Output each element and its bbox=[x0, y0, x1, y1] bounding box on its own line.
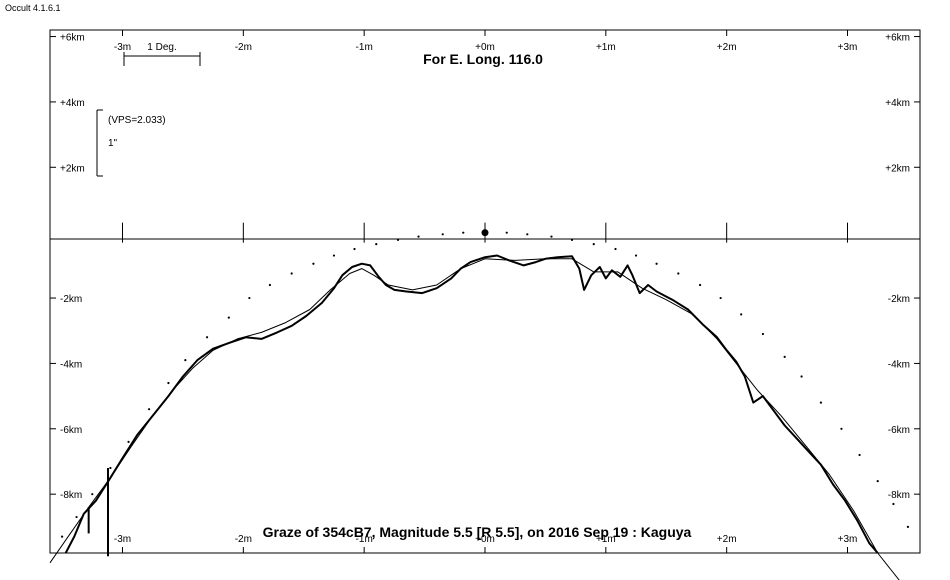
limb-dot bbox=[167, 381, 170, 385]
y-tick-label-right: +4km bbox=[885, 98, 910, 109]
y-tick-label-left: -4km bbox=[60, 359, 82, 370]
y-tick-label-right: -4km bbox=[888, 359, 910, 370]
limb-dot bbox=[698, 283, 702, 287]
limb-dot bbox=[268, 283, 272, 287]
y-tick-label-left: -2km bbox=[60, 294, 82, 305]
limb-dot bbox=[634, 254, 638, 257]
x-tick-label-top: -3m bbox=[114, 42, 131, 53]
limb-dot bbox=[761, 332, 765, 336]
smoothed-limb-profile bbox=[49, 258, 900, 580]
limb-dot bbox=[441, 233, 444, 236]
limb-dot bbox=[417, 235, 420, 238]
limb-dot bbox=[75, 515, 78, 519]
lunar-limb-profile bbox=[64, 254, 879, 554]
limb-dot bbox=[127, 440, 130, 443]
x-tick-label-bottom: +2m bbox=[717, 534, 737, 545]
limb-dot bbox=[783, 355, 786, 358]
limb-dot bbox=[290, 272, 293, 275]
limb-dot bbox=[462, 231, 465, 234]
x-tick-label-bottom: -2m bbox=[235, 534, 252, 545]
limb-dot bbox=[375, 243, 378, 246]
limb-dot bbox=[906, 525, 910, 528]
limb-dot bbox=[332, 254, 336, 257]
y-tick-label-right: -6km bbox=[888, 425, 910, 436]
x-tick-label-top: -1m bbox=[356, 42, 373, 53]
y-tick-label-right: -2km bbox=[888, 294, 910, 305]
limb-dot bbox=[655, 262, 658, 265]
chart-title: For E. Long. 116.0 bbox=[423, 51, 543, 67]
y-tick-label-left: -6km bbox=[60, 425, 82, 436]
limb-dot bbox=[677, 272, 680, 275]
limb-dot bbox=[227, 316, 230, 319]
x-tick-label-top: +3m bbox=[838, 42, 858, 53]
x-tick-label-bottom: +1m bbox=[596, 534, 616, 545]
center-point-marker bbox=[481, 229, 489, 237]
limb-dot bbox=[840, 427, 843, 430]
x-tick-label-top: +2m bbox=[717, 42, 737, 53]
x-tick-label-top: +0m bbox=[475, 42, 495, 53]
y-tick-label-right: +6km bbox=[885, 33, 910, 44]
y-tick-label-left: +6km bbox=[60, 33, 85, 44]
limb-dot bbox=[312, 262, 315, 265]
y-tick-label-right: +2km bbox=[885, 163, 910, 174]
chart-footer: Graze of 354cB7, Magnitude 5.5 [R 5.5], … bbox=[263, 524, 692, 540]
x-tick-label-top: +1m bbox=[596, 42, 616, 53]
x-tick-label-bottom: +0m bbox=[475, 534, 495, 545]
limb-dot bbox=[550, 235, 553, 238]
limb-dot bbox=[526, 233, 529, 236]
limb-dot bbox=[91, 493, 94, 496]
x-tick-label-bottom: +3m bbox=[838, 534, 858, 545]
x-tick-label-bottom: -1m bbox=[356, 534, 373, 545]
limb-dot bbox=[592, 243, 595, 246]
y-tick-label-left: -8km bbox=[60, 490, 82, 501]
vps-bracket: (VPS=2.033) 1" bbox=[96, 109, 166, 177]
x-tick-label-top: -2m bbox=[235, 42, 252, 53]
app-title: Occult 4.1.6.1 bbox=[5, 3, 61, 13]
limb-dot bbox=[184, 359, 187, 362]
limb-dot bbox=[892, 502, 895, 506]
limb-dot bbox=[614, 247, 617, 251]
limb-dot bbox=[396, 238, 400, 241]
y-tick-label-right: -8km bbox=[888, 490, 910, 501]
limb-dot bbox=[858, 453, 861, 457]
limb-dot bbox=[740, 313, 743, 316]
scale-bar-label: 1 Deg. bbox=[147, 42, 176, 53]
plot-frame bbox=[49, 29, 921, 554]
vps-label: (VPS=2.033) bbox=[108, 115, 166, 126]
limb-dot bbox=[205, 336, 209, 339]
y-tick-label-left: +2km bbox=[60, 163, 85, 174]
limb-dot bbox=[60, 535, 64, 538]
arcsec-label: 1" bbox=[108, 138, 118, 149]
y-tick-label-left: +4km bbox=[60, 98, 85, 109]
limb-dot bbox=[719, 296, 722, 300]
limb-dot bbox=[109, 466, 112, 470]
limb-dot bbox=[505, 231, 508, 234]
scale-bar: 1 Deg. bbox=[123, 42, 201, 66]
limb-dot bbox=[819, 401, 823, 404]
x-tick-label-bottom: -3m bbox=[114, 534, 131, 545]
limb-dot bbox=[248, 296, 251, 300]
limb-dot bbox=[147, 408, 151, 411]
limb-dot bbox=[353, 247, 356, 251]
limb-dot bbox=[876, 479, 879, 483]
limb-dot bbox=[570, 238, 574, 241]
limb-dot bbox=[800, 375, 803, 378]
